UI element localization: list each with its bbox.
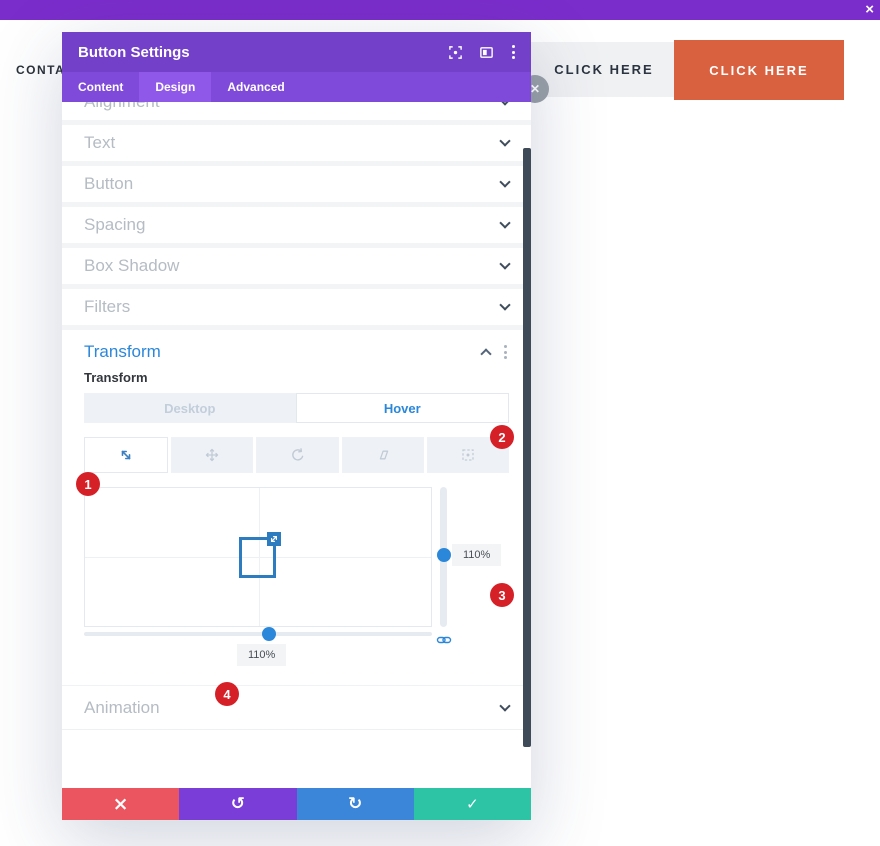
chevron-down-icon <box>499 217 511 229</box>
scale-x-slider-thumb[interactable] <box>262 627 276 641</box>
hover-tab[interactable]: Hover <box>295 393 509 423</box>
discard-button[interactable]: × <box>62 788 180 820</box>
annotation-badge-1: 1 <box>76 472 100 496</box>
scale-y-value: 110% <box>452 544 502 566</box>
modal-footer: × ↺ ↻ ✓ <box>62 788 531 820</box>
section-alignment[interactable]: Alignment <box>62 102 531 125</box>
modal-scrollbar[interactable] <box>523 148 531 747</box>
close-icon[interactable]: × <box>865 1 874 18</box>
link-axes-icon[interactable] <box>436 632 452 648</box>
admin-top-bar: × <box>0 0 880 20</box>
translate-icon <box>206 448 219 462</box>
modal-title: Button Settings <box>78 43 190 61</box>
transform-canvas[interactable] <box>84 487 432 627</box>
section-label: Box Shadow <box>84 256 180 275</box>
ghost-click-here-button[interactable]: CLICK HERE <box>554 62 654 77</box>
tab-design[interactable]: Design <box>139 72 212 102</box>
transform-preview-area: 110% <box>84 487 509 644</box>
section-animation[interactable]: Animation <box>62 685 531 730</box>
transform-section-header[interactable]: Transform <box>84 330 509 364</box>
expand-modal-icon[interactable] <box>448 45 463 60</box>
chevron-down-icon <box>499 102 511 106</box>
skew-icon <box>379 450 388 460</box>
scale-x-value: 110% <box>237 644 287 666</box>
resize-arrow-icon <box>271 536 277 542</box>
save-button[interactable]: ✓ <box>413 788 531 820</box>
undo-icon: ↺ <box>230 794 245 814</box>
transform-element-preview[interactable] <box>239 532 281 578</box>
section-transform-expanded: Transform Transform Desktop Hover <box>62 330 531 730</box>
section-button[interactable]: Button <box>62 166 531 207</box>
chevron-up-icon[interactable] <box>480 348 492 360</box>
scale-icon <box>121 450 131 460</box>
modal-menu-icon[interactable] <box>510 43 517 61</box>
section-label: Animation <box>84 697 160 717</box>
orange-click-here-button[interactable]: CLICK HERE <box>674 40 844 100</box>
section-label: Spacing <box>84 215 146 234</box>
redo-icon: ↻ <box>348 794 363 814</box>
annotation-badge-2: 2 <box>490 425 514 449</box>
check-icon: ✓ <box>466 795 479 813</box>
section-label: Filters <box>84 297 131 316</box>
modal-tab-bar: Content Design Advanced <box>62 72 531 102</box>
section-text[interactable]: Text <box>62 125 531 166</box>
section-label: Alignment <box>84 102 160 112</box>
skew-tool-button[interactable] <box>341 437 424 473</box>
modal-header-actions <box>448 32 517 72</box>
chevron-down-icon <box>499 176 511 188</box>
chevron-down-icon <box>499 299 511 311</box>
rotate-tool-button[interactable] <box>256 437 339 473</box>
transform-tool-bar <box>84 437 510 473</box>
chevron-down-icon <box>499 699 511 712</box>
transform-options-menu-icon[interactable] <box>502 343 509 361</box>
scale-handle[interactable] <box>267 532 281 546</box>
rotate-icon <box>291 448 303 461</box>
undo-button[interactable]: ↺ <box>179 788 297 820</box>
redo-button[interactable]: ↻ <box>296 788 414 820</box>
section-spacing[interactable]: Spacing <box>62 207 531 248</box>
desktop-tab[interactable]: Desktop <box>84 393 296 423</box>
transform-section-title: Transform <box>84 342 161 361</box>
chevron-down-icon <box>499 258 511 270</box>
button-settings-modal: Button Settings Content Design Advanced … <box>62 32 531 820</box>
section-filters[interactable]: Filters <box>62 289 531 330</box>
canvas-gridline-horizontal <box>85 557 431 558</box>
tab-advanced[interactable]: Advanced <box>227 80 285 94</box>
tab-content[interactable]: Content <box>78 80 124 94</box>
transform-field-label: Transform <box>84 370 148 385</box>
scale-tool-button[interactable] <box>84 437 169 473</box>
section-label: Text <box>84 133 116 152</box>
translate-tool-button[interactable] <box>171 437 254 473</box>
modal-body: Alignment Text Button Spacing Box Shadow… <box>62 102 531 788</box>
nav-menu-text[interactable]: CONTA <box>16 63 66 77</box>
section-box-shadow[interactable]: Box Shadow <box>62 248 531 289</box>
transform-origin-icon <box>462 449 474 461</box>
section-label: Button <box>84 174 134 193</box>
scale-x-slider[interactable] <box>84 627 432 641</box>
annotation-badge-4: 4 <box>215 682 239 706</box>
scale-y-slider-thumb[interactable] <box>436 548 451 562</box>
transform-device-tabs: Desktop Hover <box>84 393 509 423</box>
snap-to-side-icon[interactable] <box>479 45 494 60</box>
close-icon: × <box>112 793 129 815</box>
modal-header: Button Settings <box>62 32 531 72</box>
chevron-down-icon <box>499 135 511 147</box>
annotation-badge-3: 3 <box>490 583 514 607</box>
